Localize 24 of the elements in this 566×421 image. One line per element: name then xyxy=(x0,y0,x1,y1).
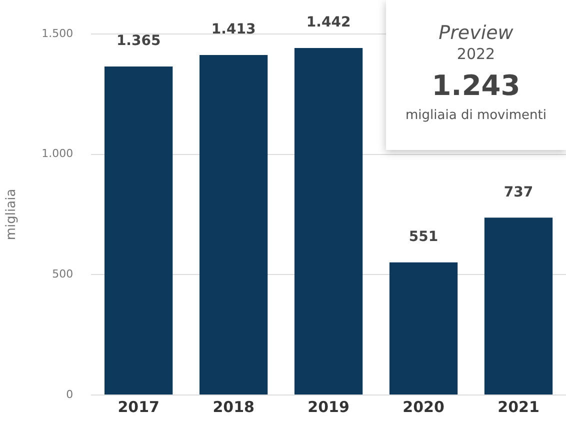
bar xyxy=(104,66,173,394)
bar xyxy=(199,54,268,394)
y-axis-title: migliaia xyxy=(4,188,20,240)
y-tick-label: 500 xyxy=(52,268,74,281)
y-tick-label: 0 xyxy=(66,388,74,401)
x-tick-label: 2018 xyxy=(212,398,254,416)
data-label: 737 xyxy=(504,184,534,200)
x-tick-label: 2020 xyxy=(402,398,444,416)
bar xyxy=(484,218,553,394)
data-label: 551 xyxy=(408,229,438,246)
y-tick-label: 1.500 xyxy=(42,26,74,40)
bar xyxy=(294,48,363,394)
annotation: Preview xyxy=(438,22,514,45)
bar xyxy=(389,262,458,394)
y-tick-label: 1.000 xyxy=(42,147,74,160)
x-tick-label: 2019 xyxy=(308,398,350,416)
data-label: 1.413 xyxy=(211,22,256,38)
annotation: 2022 xyxy=(456,44,496,63)
annotation: migliaia di movimenti xyxy=(404,108,548,124)
x-tick-label: 2021 xyxy=(498,398,540,416)
x-tick-label: 2017 xyxy=(118,398,160,416)
data-label: 1.442 xyxy=(306,14,351,31)
data-label: 1.365 xyxy=(116,33,161,50)
annotation: 1.243 xyxy=(430,68,522,102)
